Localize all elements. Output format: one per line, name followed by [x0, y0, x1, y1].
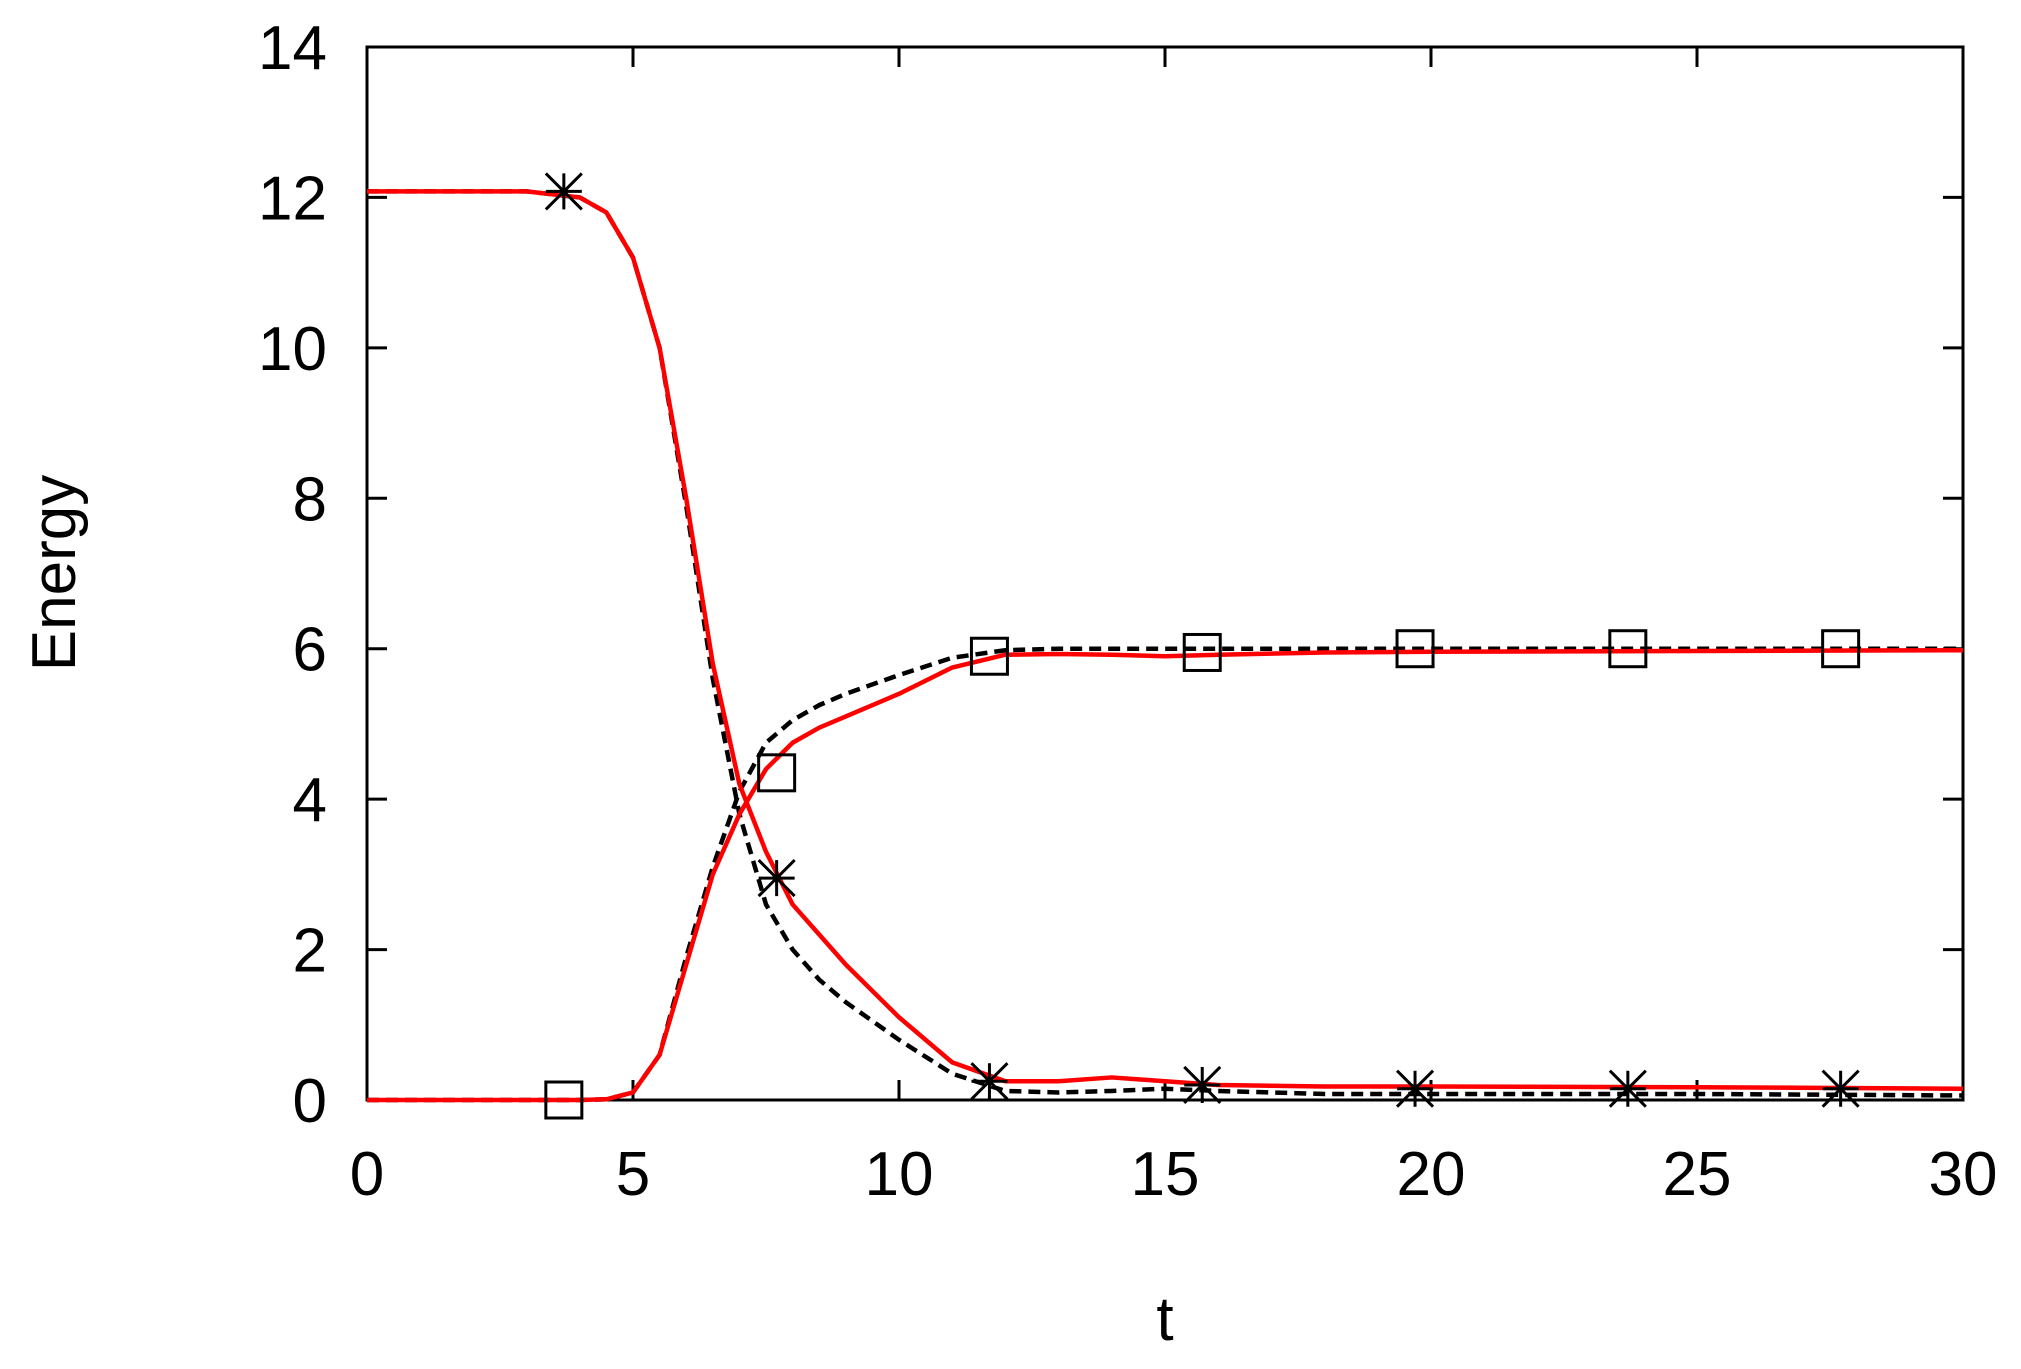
- y-tick-label: 6: [293, 616, 327, 685]
- square-marker: [1182, 632, 1222, 672]
- y-tick-label: 2: [293, 917, 327, 986]
- x-tick-label: 20: [1397, 1140, 1466, 1209]
- y-tick-label: 14: [258, 14, 327, 83]
- x-axis-label: t: [1156, 1285, 1173, 1354]
- series-line: [367, 189, 1964, 1098]
- y-tick-label: 0: [293, 1067, 327, 1136]
- series-line: [367, 189, 1964, 1091]
- y-tick-label: 12: [258, 164, 327, 233]
- square-marker: [544, 1080, 584, 1120]
- square-marker: [757, 753, 797, 793]
- star-marker: [970, 1062, 1009, 1101]
- star-marker: [544, 172, 583, 211]
- y-tick-label: 8: [293, 465, 327, 534]
- y-tick-label: 10: [258, 315, 327, 384]
- star-marker: [1183, 1065, 1222, 1105]
- x-tick-label: 0: [350, 1140, 384, 1209]
- y-axis-label: Energy: [20, 475, 89, 671]
- x-tick-label: 25: [1663, 1140, 1732, 1209]
- x-tick-label: 15: [1131, 1140, 1200, 1209]
- star-marker: [1821, 1069, 1860, 1108]
- star-marker: [1608, 1069, 1647, 1108]
- series-line: [367, 646, 1963, 1103]
- plot-frame: [365, 45, 1965, 1102]
- square-marker: [969, 636, 1009, 676]
- square-marker: [1395, 629, 1435, 669]
- series-line: [367, 647, 1964, 1103]
- x-tick-label: 5: [616, 1140, 650, 1209]
- square-marker: [1608, 629, 1648, 669]
- star-marker: [1395, 1069, 1435, 1108]
- square-marker: [1821, 629, 1861, 669]
- x-tick-label: 10: [865, 1140, 934, 1209]
- x-tick-label: 30: [1929, 1140, 1998, 1209]
- star-marker: [757, 859, 796, 898]
- y-tick-label: 4: [293, 766, 327, 835]
